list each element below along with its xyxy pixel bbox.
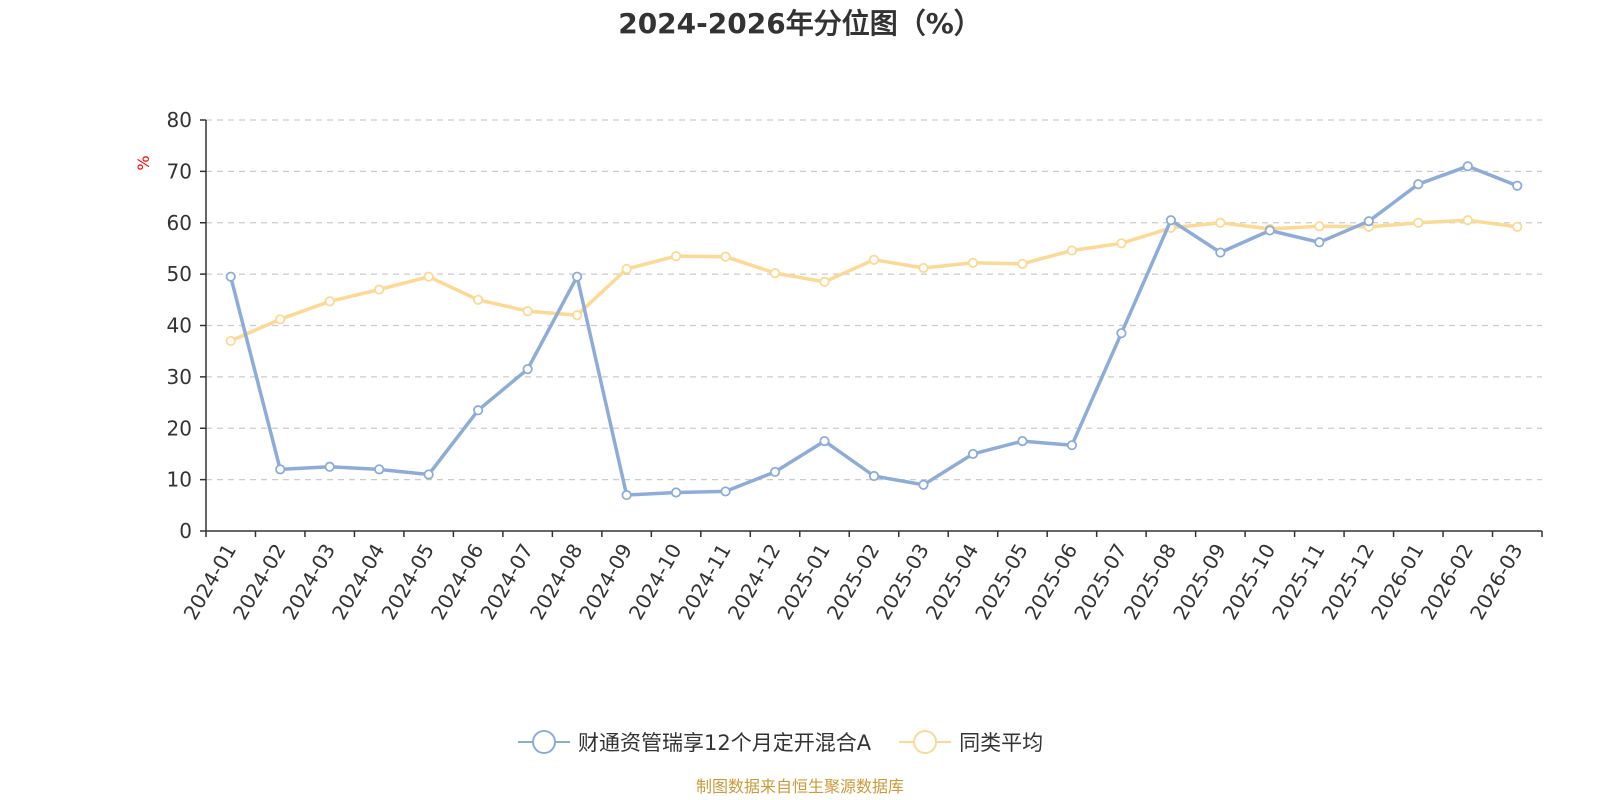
data-point[interactable] [1314, 221, 1325, 232]
data-point[interactable] [1413, 179, 1424, 190]
data-point[interactable] [522, 364, 533, 375]
data-point[interactable] [918, 479, 929, 490]
data-point[interactable] [275, 464, 286, 475]
series-line [229, 164, 1518, 497]
data-point[interactable] [720, 486, 731, 497]
legend-label: 财通资管瑞享12个月定开混合A [578, 731, 872, 755]
data-point[interactable] [1215, 217, 1226, 228]
legend-item-peer-average[interactable]: 同类平均 [899, 730, 1043, 755]
data-point[interactable] [1116, 238, 1127, 249]
data-point[interactable] [473, 294, 484, 305]
data-point[interactable] [819, 276, 830, 287]
data-point[interactable] [621, 263, 632, 275]
series-fund [225, 161, 1523, 501]
axes: 010203040506070802024-012024-022024-0320… [167, 108, 1543, 624]
data-point[interactable] [720, 251, 731, 262]
data-point[interactable] [1413, 217, 1424, 228]
data-point[interactable] [572, 310, 583, 321]
data-point[interactable] [670, 487, 682, 498]
data-point[interactable] [225, 335, 236, 347]
data-point[interactable] [1512, 221, 1523, 232]
legend[interactable]: 财通资管瑞享12个月定开混合A 同类平均 [518, 730, 1043, 755]
grid-lines [206, 119, 1542, 481]
data-point[interactable] [225, 271, 236, 282]
data-point[interactable] [1116, 328, 1127, 339]
y-tick-label: 10 [167, 468, 192, 492]
data-point[interactable] [1165, 215, 1176, 226]
data-point[interactable] [324, 461, 335, 472]
legend-label: 同类平均 [959, 731, 1043, 755]
y-axis-unit-label: % [134, 155, 153, 170]
data-point[interactable] [670, 251, 682, 262]
data-point[interactable] [1066, 245, 1078, 256]
data-point[interactable] [522, 306, 533, 317]
legend-marker-icon [532, 730, 556, 754]
y-tick-label: 60 [167, 211, 192, 235]
series-group [225, 161, 1523, 501]
data-source-note: 制图数据来自恒生聚源数据库 [696, 777, 904, 796]
y-tick-label: 30 [167, 365, 192, 389]
data-point[interactable] [572, 271, 583, 282]
y-tick-label: 50 [167, 262, 192, 286]
series-peer-average [225, 215, 1523, 347]
data-point[interactable] [1017, 258, 1028, 269]
data-point[interactable] [374, 464, 385, 475]
data-point[interactable] [769, 267, 781, 279]
data-point[interactable] [1363, 216, 1374, 227]
y-tick-label: 20 [167, 416, 192, 440]
data-point[interactable] [1314, 237, 1325, 248]
legend-marker-icon [913, 730, 938, 754]
data-point[interactable] [769, 466, 781, 478]
data-point[interactable] [1462, 161, 1473, 172]
data-point[interactable] [423, 271, 434, 282]
legend-item-fund[interactable]: 财通资管瑞享12个月定开混合A [518, 730, 872, 755]
data-point[interactable] [275, 314, 286, 325]
data-point[interactable] [967, 257, 979, 268]
data-point[interactable] [621, 489, 632, 501]
chart-title: 2024-2026年分位图（%） [618, 7, 982, 40]
data-point[interactable] [868, 254, 880, 265]
data-point[interactable] [423, 469, 434, 480]
data-point[interactable] [1215, 247, 1226, 258]
data-point[interactable] [868, 470, 880, 482]
data-point[interactable] [967, 448, 979, 460]
data-point[interactable] [473, 405, 484, 416]
data-point[interactable] [324, 296, 335, 307]
data-point[interactable] [1017, 435, 1028, 447]
y-tick-label: 80 [167, 108, 192, 132]
data-point[interactable] [819, 435, 830, 447]
data-point[interactable] [1264, 225, 1275, 236]
data-point[interactable] [374, 284, 385, 295]
data-point[interactable] [1512, 180, 1523, 191]
data-point[interactable] [1066, 440, 1078, 451]
data-point[interactable] [1462, 215, 1473, 226]
y-tick-label: 0 [179, 519, 192, 543]
y-tick-label: 70 [167, 159, 192, 183]
y-tick-label: 40 [167, 314, 192, 338]
data-point[interactable] [918, 262, 929, 274]
